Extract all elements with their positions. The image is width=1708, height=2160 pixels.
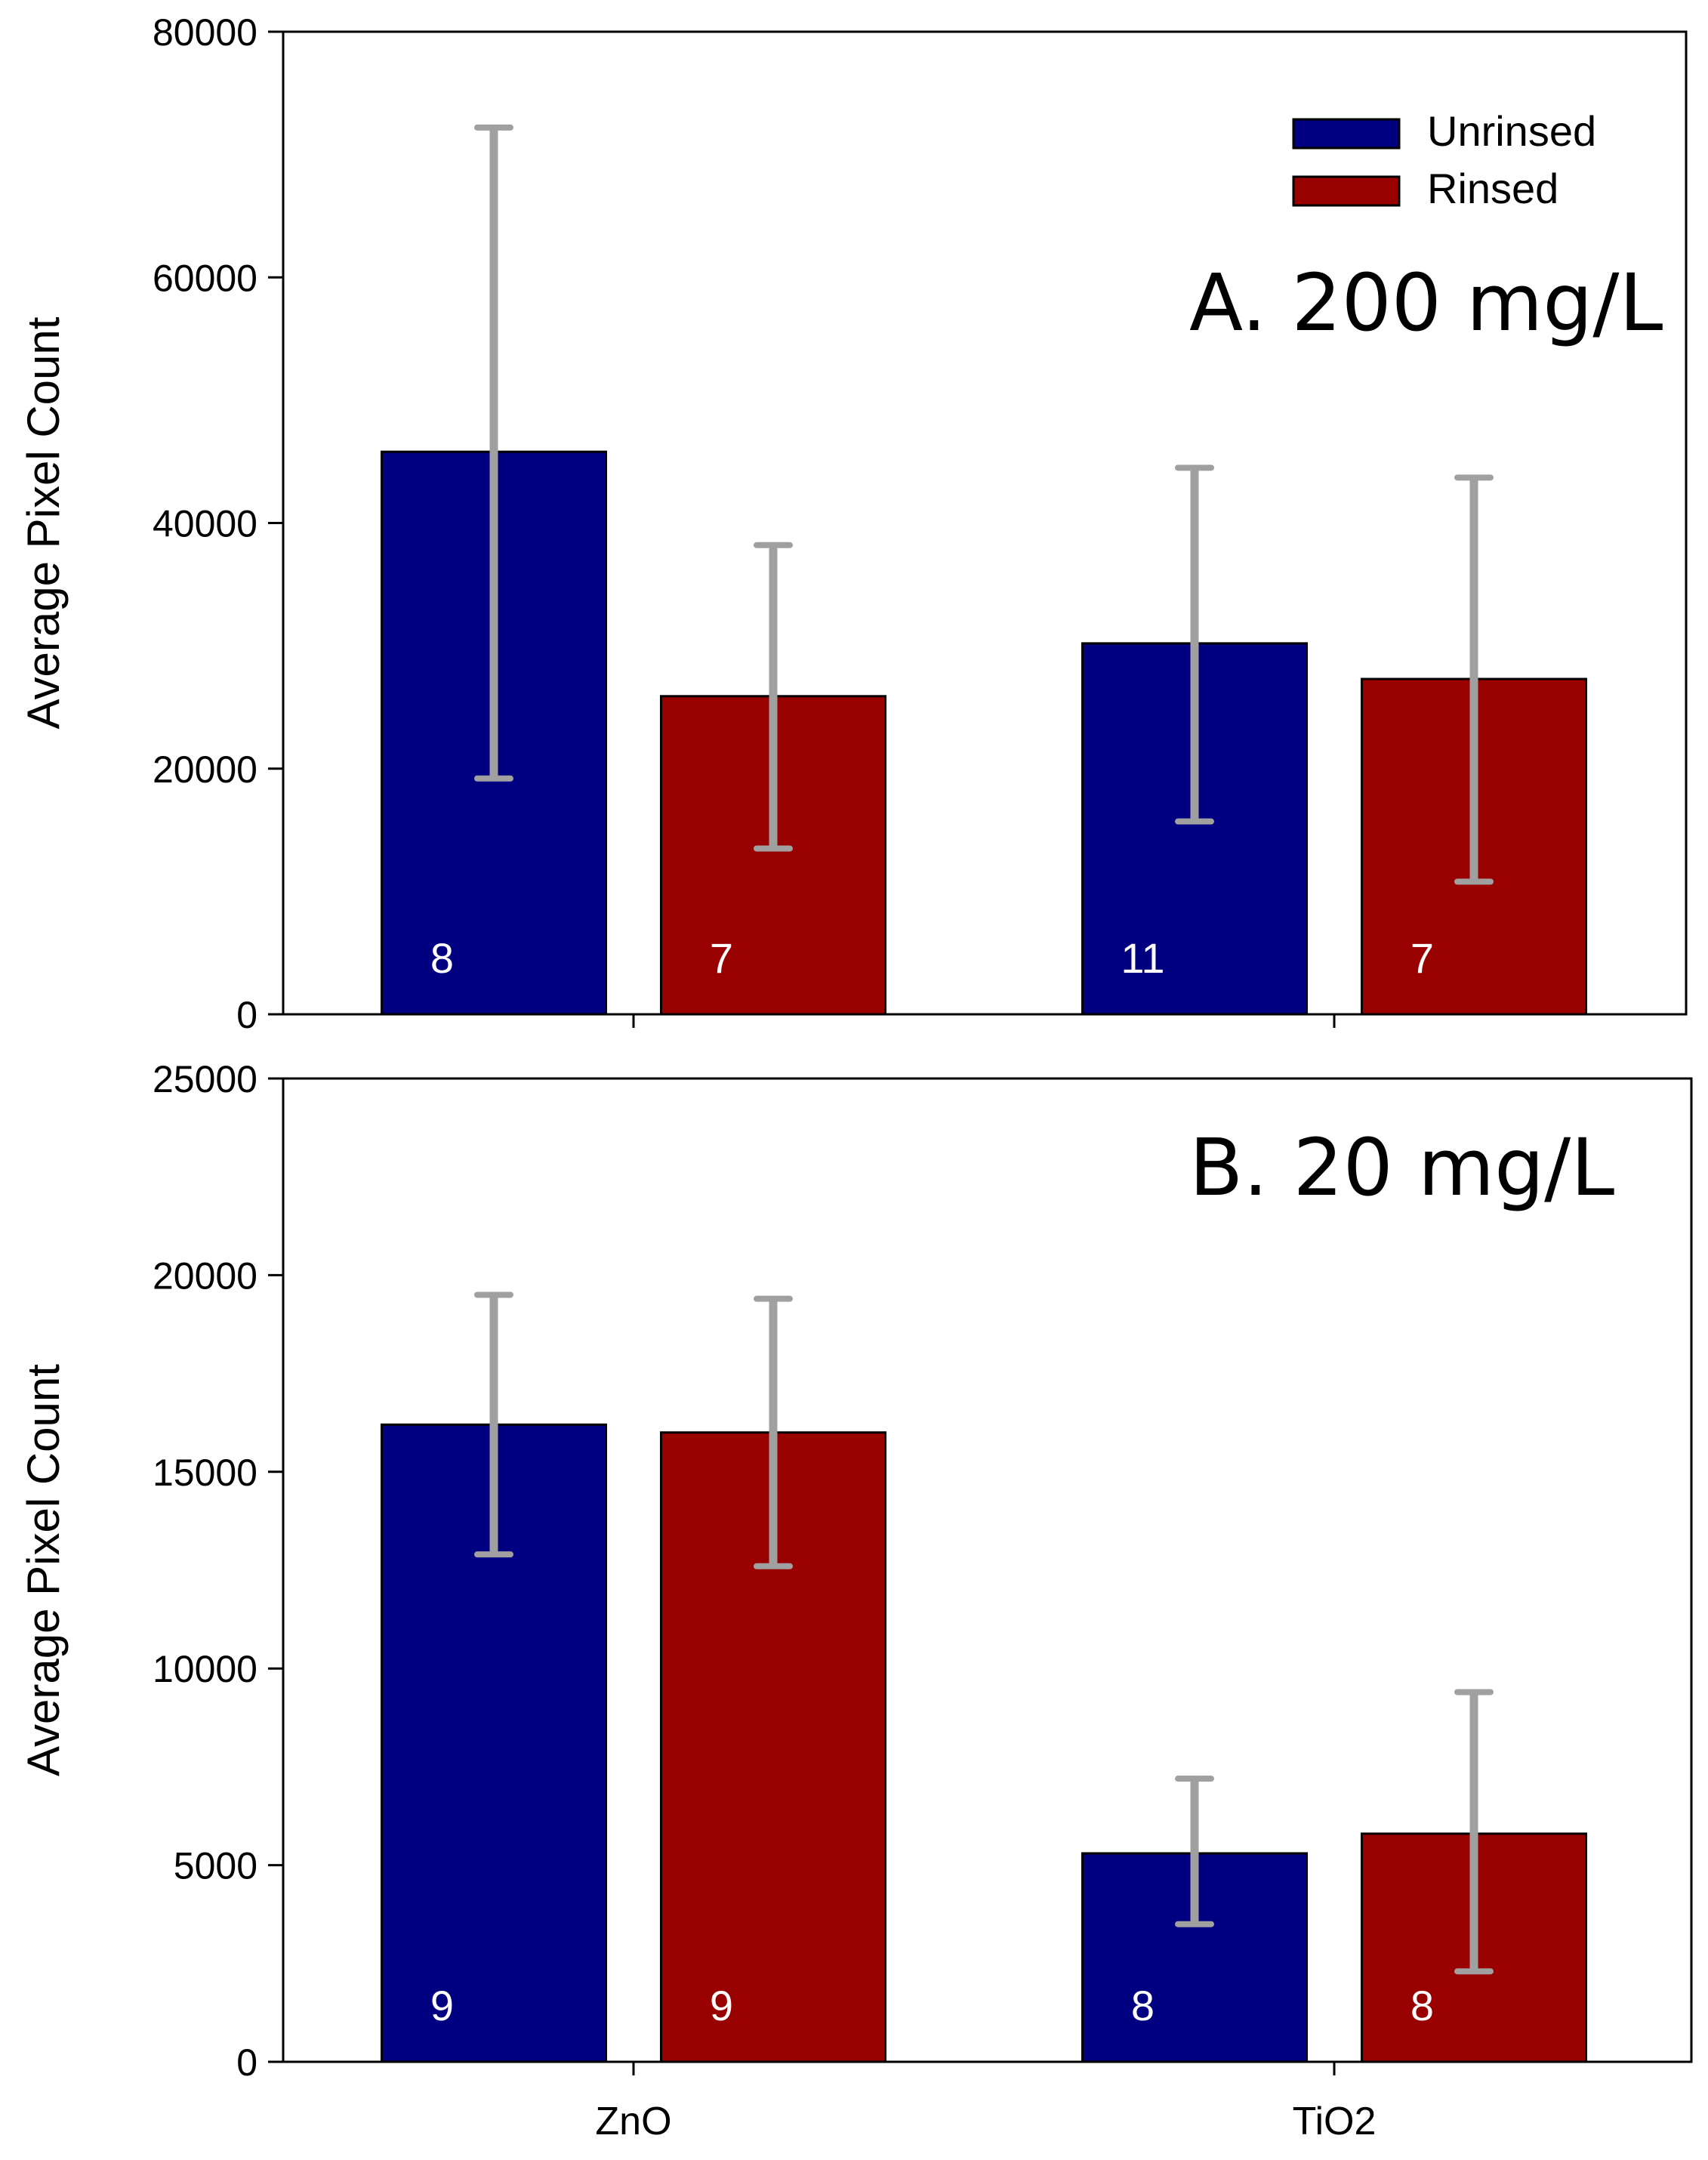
panel-title: B. 20 mg/L	[1189, 1122, 1614, 1214]
y-axis-label: Average Pixel Count	[18, 316, 69, 729]
sample-count-label: 11	[1121, 934, 1164, 982]
y-tick-label: 80000	[153, 11, 257, 54]
panel-title: A. 200 mg/L	[1189, 257, 1663, 349]
legend-swatch-rinsed	[1292, 175, 1401, 207]
y-tick-label: 0	[236, 2041, 257, 2084]
panel-a: 0 20000 40000 60000 80000 Average Pixel Count…	[18, 11, 1688, 1036]
y-tick-label: 60000	[153, 257, 257, 299]
sample-count-label: 8	[430, 934, 454, 982]
category-label: TiO2	[1293, 2100, 1377, 2143]
legend-label: Unrinsed	[1427, 107, 1596, 155]
category-label: ZnO	[595, 2100, 671, 2143]
y-axis-label: Average Pixel Count	[18, 1364, 69, 1776]
legend-swatch-unrinsed	[1292, 118, 1401, 150]
sample-count-label: 9	[710, 1982, 733, 2029]
sample-count-label: 9	[430, 1982, 454, 2029]
legend-label: Rinsed	[1427, 165, 1558, 212]
y-tick-label: 5000	[174, 1845, 257, 1887]
panel-b: 0 5000 10000 15000 20000 25000 Average Pixel C…	[18, 1058, 1693, 2143]
y-tick-label: 0	[236, 994, 257, 1036]
sample-count-label: 8	[1410, 1982, 1434, 2029]
legend: Unrinsed Rinsed	[1292, 107, 1596, 212]
y-tick-label: 20000	[153, 748, 257, 791]
plot-frame	[282, 1077, 1693, 2063]
sample-count-label: 8	[1131, 1982, 1155, 2029]
y-tick-label: 40000	[153, 503, 257, 545]
y-tick-label: 25000	[153, 1058, 257, 1100]
sample-count-label: 7	[1410, 934, 1434, 982]
sample-count-label: 7	[710, 934, 733, 982]
y-tick-label: 20000	[153, 1254, 257, 1297]
y-tick-label: 15000	[153, 1452, 257, 1494]
y-tick-label: 10000	[153, 1648, 257, 1690]
